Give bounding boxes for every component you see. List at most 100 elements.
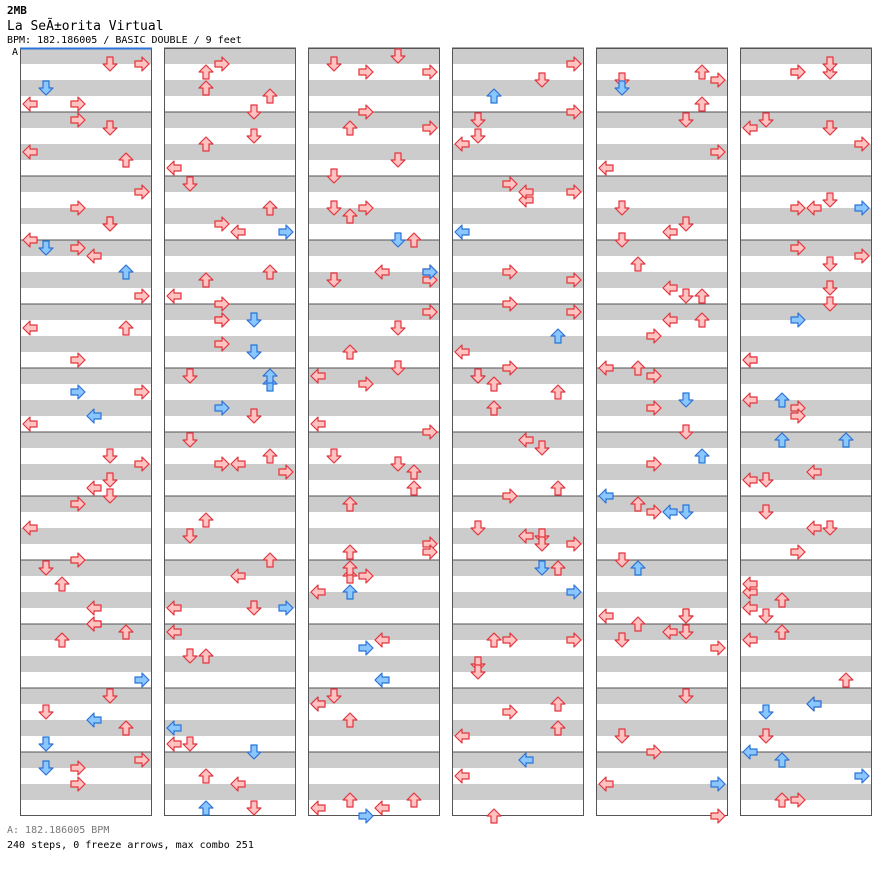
step-arrow-right xyxy=(214,312,230,328)
step-arrow-up xyxy=(262,368,278,384)
step-arrow-up xyxy=(694,312,710,328)
step-arrow-up xyxy=(630,360,646,376)
step-arrow-up xyxy=(486,376,502,392)
step-arrow-up xyxy=(406,792,422,808)
step-arrow-up xyxy=(342,792,358,808)
beat-band xyxy=(164,352,296,368)
step-arrow-right xyxy=(70,384,86,400)
beat-band xyxy=(308,704,440,720)
beat-band xyxy=(596,128,728,144)
step-arrow-up xyxy=(550,328,566,344)
beat-band xyxy=(164,96,296,112)
beat-band xyxy=(164,288,296,304)
beat-band xyxy=(308,480,440,496)
step-arrow-right xyxy=(502,360,518,376)
beat-band xyxy=(20,192,152,208)
beat-band xyxy=(596,768,728,784)
step-arrow-left xyxy=(86,712,102,728)
step-arrow-right xyxy=(358,568,374,584)
beat-band xyxy=(164,576,296,592)
beat-band xyxy=(20,736,152,752)
bpm-marker-label: A xyxy=(12,47,19,58)
beat-band xyxy=(740,576,872,592)
beat-band xyxy=(164,384,296,400)
beat-band xyxy=(596,640,728,656)
step-arrow-down xyxy=(246,104,262,120)
beat-band xyxy=(20,432,152,448)
beat-band xyxy=(740,112,872,128)
beat-band xyxy=(596,384,728,400)
beat-band xyxy=(164,688,296,704)
step-arrow-up xyxy=(774,432,790,448)
step-arrow-left xyxy=(374,672,390,688)
step-arrow-down xyxy=(102,688,118,704)
beat-band xyxy=(164,176,296,192)
beat-band xyxy=(452,704,584,720)
beat-band xyxy=(308,496,440,512)
beat-band xyxy=(596,304,728,320)
step-arrow-right xyxy=(70,112,86,128)
beat-band xyxy=(452,448,584,464)
step-arrow-down xyxy=(534,72,550,88)
step-arrow-up xyxy=(630,496,646,512)
step-arrow-up xyxy=(486,632,502,648)
step-arrow-down xyxy=(678,688,694,704)
beat-band xyxy=(740,176,872,192)
beat-band xyxy=(740,768,872,784)
beat-band xyxy=(740,688,872,704)
beat-band xyxy=(20,256,152,272)
bpm-legend: A: 182.186005 BPM xyxy=(7,825,110,836)
beat-band xyxy=(596,352,728,368)
step-arrow-left xyxy=(806,200,822,216)
step-arrow-up xyxy=(198,80,214,96)
chart-column xyxy=(164,47,296,816)
beat-band xyxy=(452,464,584,480)
beat-band xyxy=(20,96,152,112)
beat-band xyxy=(308,304,440,320)
beat-band xyxy=(308,416,440,432)
step-arrow-down xyxy=(614,632,630,648)
step-arrow-left xyxy=(230,776,246,792)
step-arrow-down xyxy=(326,688,342,704)
step-arrow-left xyxy=(518,752,534,768)
beat-band xyxy=(452,656,584,672)
beat-band xyxy=(308,736,440,752)
beat-band xyxy=(20,112,152,128)
beat-band xyxy=(308,768,440,784)
beat-band xyxy=(20,768,152,784)
beat-band xyxy=(308,208,440,224)
step-arrow-up xyxy=(54,632,70,648)
step-arrow-up xyxy=(774,592,790,608)
step-arrow-up xyxy=(550,560,566,576)
beat-band xyxy=(740,512,872,528)
mix-name: 2MB xyxy=(7,4,27,17)
beat-band xyxy=(308,720,440,736)
beat-band xyxy=(20,64,152,80)
step-arrow-right xyxy=(70,352,86,368)
step-arrow-right xyxy=(214,336,230,352)
beat-band xyxy=(452,672,584,688)
step-arrow-left xyxy=(518,184,534,200)
beat-band xyxy=(164,560,296,576)
beat-band xyxy=(596,272,728,288)
beat-band xyxy=(20,304,152,320)
beat-band xyxy=(596,752,728,768)
step-arrow-right xyxy=(422,544,438,560)
beat-band xyxy=(596,736,728,752)
beat-band xyxy=(20,496,152,512)
beat-band xyxy=(740,544,872,560)
step-arrow-down xyxy=(182,368,198,384)
step-arrow-left xyxy=(22,416,38,432)
step-arrow-up xyxy=(630,256,646,272)
step-arrow-up xyxy=(198,648,214,664)
beat-band xyxy=(20,48,152,64)
beat-band xyxy=(308,272,440,288)
step-arrow-left xyxy=(598,488,614,504)
beat-band xyxy=(740,256,872,272)
step-arrow-down xyxy=(102,448,118,464)
step-arrow-up xyxy=(198,768,214,784)
step-arrow-up xyxy=(486,88,502,104)
beat-band xyxy=(740,608,872,624)
step-arrow-right xyxy=(134,672,150,688)
beat-band xyxy=(740,272,872,288)
